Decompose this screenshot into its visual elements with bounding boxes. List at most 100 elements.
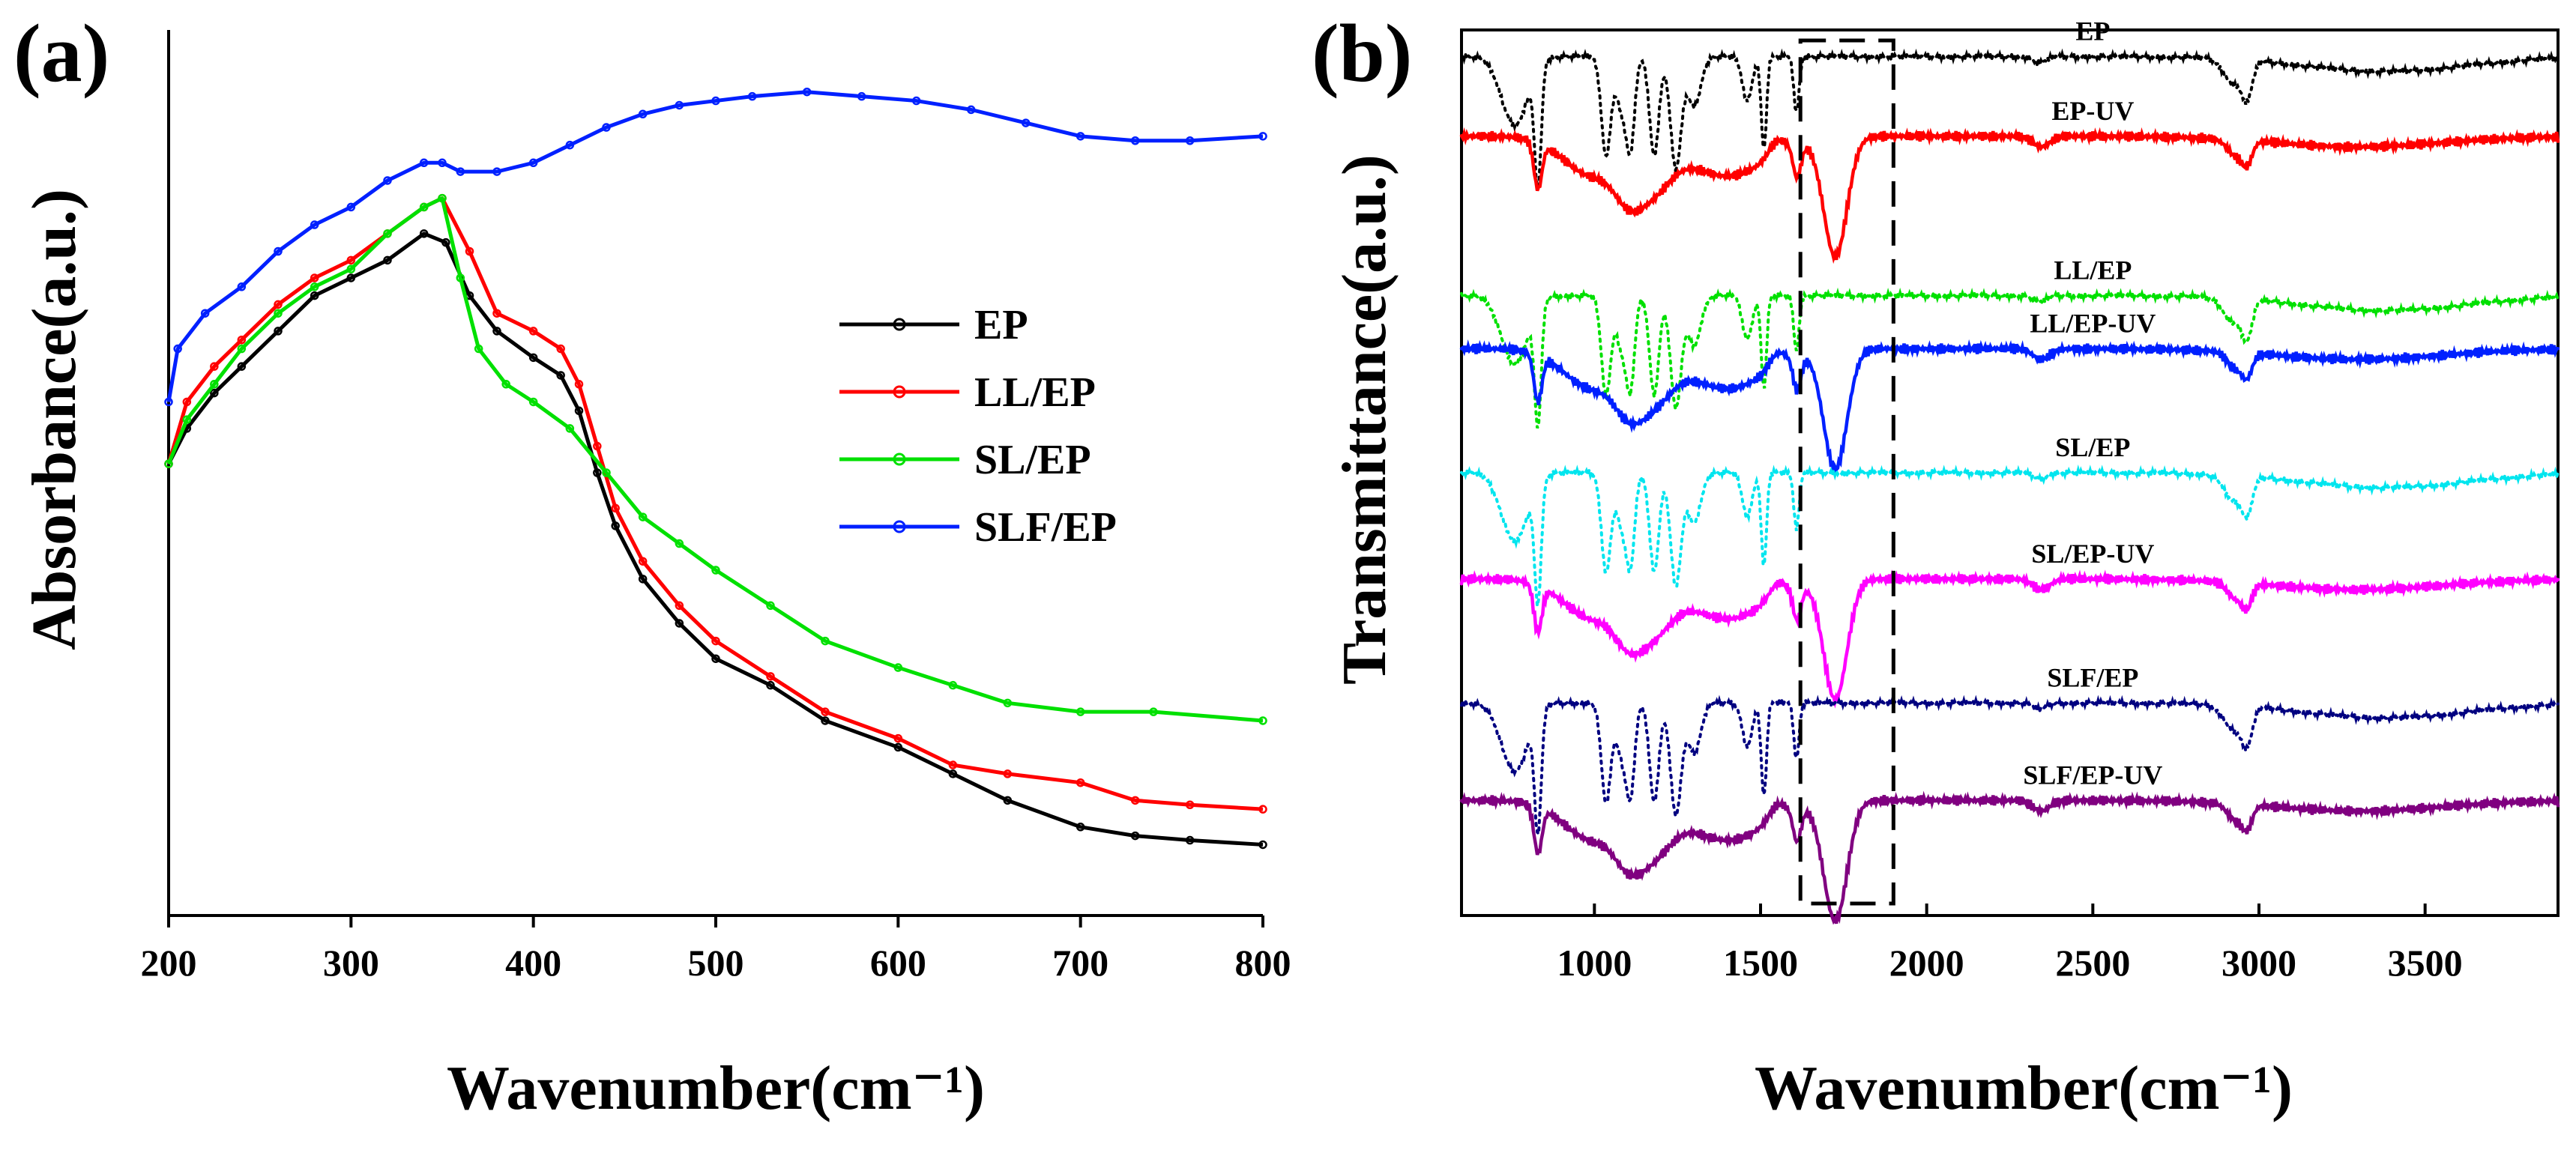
panel-a-point-ll-ep: [675, 601, 684, 611]
panel-b-series-ll-ep: [1460, 287, 2560, 429]
panel-a-point-ep: [528, 353, 538, 363]
panel-a-series-ep: [166, 231, 1264, 847]
panel-a-point-ep: [948, 769, 958, 778]
panel-a-x-tick-label: 300: [323, 942, 379, 984]
panel-a-point-ll-ep: [237, 335, 247, 345]
panel-a-point-ep: [441, 237, 450, 247]
panel-b-label-sl-ep-uv: SL/EP-UV: [2031, 539, 2154, 569]
panel-a-point-sl-ep: [474, 344, 483, 354]
legend-label-ll-ep: LL/EP: [974, 369, 1096, 416]
panel-a-point-ll-ep: [893, 733, 903, 743]
panel-b-label-ep-uv: EP-UV: [2051, 96, 2134, 126]
panel-a-point-slf-ep: [857, 91, 866, 101]
panel-a-point-ep: [611, 521, 620, 530]
panel-a-series-sl-ep: [166, 196, 1264, 723]
panel-a-point-ll-ep: [274, 300, 283, 309]
panel-b: (b) Transmittance(a.u.) Wavenumber(cm⁻¹)…: [1312, 7, 2560, 1123]
panel-a-point-sl-ep: [893, 663, 903, 672]
panel-a-legend: EP LL/EP SL/EP SLF/EP: [839, 302, 1117, 551]
panel-a-point-slf-ep: [711, 96, 720, 106]
panel-a-point-ll-ep: [611, 503, 620, 513]
panel-a-point-sl-ep: [182, 415, 192, 424]
panel-a-point-ll-ep: [1076, 778, 1085, 787]
panel-a-point-ep: [574, 406, 584, 416]
panel-a-point-slf-ep: [1021, 118, 1031, 127]
legend-marker-slf-ep: [893, 520, 906, 533]
panel-a-x-tick-label: 600: [870, 942, 926, 984]
panel-a-label: (a): [13, 7, 109, 99]
panel-a-point-ll-ep: [346, 255, 356, 265]
panel-a-point-ll-ep: [528, 327, 538, 336]
legend-marker-ep: [893, 318, 906, 331]
panel-a-point-sl-ep: [310, 282, 319, 291]
panel-a-point-sl-ep: [528, 397, 538, 407]
panel-a-point-sl-ep: [1003, 698, 1013, 708]
panel-a-series: [164, 87, 1267, 850]
legend-label-slf-ep: SLF/EP: [974, 504, 1117, 551]
panel-a-point-ep: [1076, 823, 1085, 832]
panel-a-point-sl-ep: [346, 264, 356, 273]
panel-a: (a) Absorbance(a.u.) Wavenumber(cm⁻¹) 20…: [13, 7, 1291, 1123]
panel-a-point-ep: [237, 362, 247, 371]
panel-b-label-ll-ep: LL/EP: [2054, 255, 2132, 285]
panel-a-point-sl-ep: [456, 273, 465, 282]
panel-a-point-ep: [383, 255, 392, 265]
panel-a-point-slf-ep: [675, 100, 684, 110]
panel-a-point-sl-ep: [383, 229, 392, 238]
panel-b-label-slf-ep-uv: SLF/EP-UV: [2023, 760, 2162, 790]
panel-a-point-slf-ep: [383, 176, 392, 185]
panel-a-point-slf-ep: [200, 309, 210, 318]
panel-a-point-sl-ep: [675, 539, 684, 548]
panel-a-point-ll-ep: [948, 760, 958, 769]
panel-a-point-slf-ep: [966, 105, 976, 115]
panel-a-point-sl-ep: [602, 468, 611, 477]
panel-b-x-tick-label: 2000: [1889, 942, 1964, 984]
panel-a-point-ep: [1003, 796, 1013, 805]
panel-b-label: (b): [1312, 7, 1412, 99]
panel-a-point-ll-ep: [821, 707, 830, 716]
panel-a-point-ep: [346, 273, 356, 282]
panel-a-point-ll-ep: [1003, 769, 1013, 778]
panel-a-point-ep: [556, 371, 565, 380]
panel-a-point-ep: [711, 654, 720, 663]
panel-a-point-sl-ep: [821, 636, 830, 646]
panel-a-point-ll-ep: [711, 636, 720, 646]
panel-b-series-slf-ep-uv: [1459, 790, 2560, 925]
panel-a-point-ll-ep: [556, 344, 565, 354]
panel-a-point-ep: [893, 742, 903, 752]
panel-b-x-axis-label: Wavenumber(cm⁻¹): [1755, 1053, 2293, 1123]
panel-a-point-slf-ep: [346, 202, 356, 212]
panel-a-point-ep: [1185, 835, 1195, 845]
panel-a-point-ll-ep: [766, 672, 775, 681]
panel-a-point-ep: [638, 575, 648, 584]
panel-b-series-ll-ep-uv: [1459, 339, 2560, 473]
panel-b-y-axis-label: Transmittance(a.u.): [1330, 154, 1399, 685]
panel-b-x-tick-label: 3500: [2388, 942, 2463, 984]
panel-a-point-ep: [593, 468, 602, 477]
panel-a-series-ll-ep: [166, 196, 1264, 811]
panel-a-point-sl-ep: [274, 309, 283, 318]
panel-a-point-slf-ep: [602, 123, 611, 132]
panel-a-point-ll-ep: [638, 557, 648, 566]
panel-a-plot-area: 200 300 400 500 600 700 800 EP LL/EP SL/EP SLF/EP: [141, 30, 1291, 984]
panel-a-point-slf-ep: [492, 167, 501, 176]
panel-a-point-ll-ep: [593, 441, 602, 451]
panel-b-x-ticks: 1000 1500 2000 2500 3000 3500: [1557, 904, 2463, 984]
panel-b-x-tick-label: 1000: [1557, 942, 1632, 984]
panel-b-curve-labels: EP EP-UV LL/EP LL/EP-UV SL/EP SL/EP-UV SLF/EP S…: [2023, 16, 2162, 790]
panel-a-point-ll-ep: [1258, 805, 1267, 814]
panel-a-point-slf-ep: [164, 397, 173, 407]
panel-a-point-slf-ep: [747, 91, 757, 101]
panel-a-point-ep: [675, 619, 684, 628]
panel-a-x-axis-label: Wavenumber(cm⁻¹): [447, 1053, 985, 1123]
panel-a-point-ep: [310, 291, 319, 300]
legend-label-sl-ep: SL/EP: [974, 437, 1091, 483]
panel-a-point-slf-ep: [528, 158, 538, 168]
panel-a-x-ticks: 200 300 400 500 600 700 800: [141, 916, 1291, 984]
panel-a-point-slf-ep: [419, 158, 429, 168]
panel-a-point-slf-ep: [911, 96, 921, 106]
panel-a-point-sl-ep: [565, 424, 575, 433]
panel-a-point-slf-ep: [310, 220, 319, 229]
panel-b-series-sl-ep-uv: [1459, 569, 2560, 709]
